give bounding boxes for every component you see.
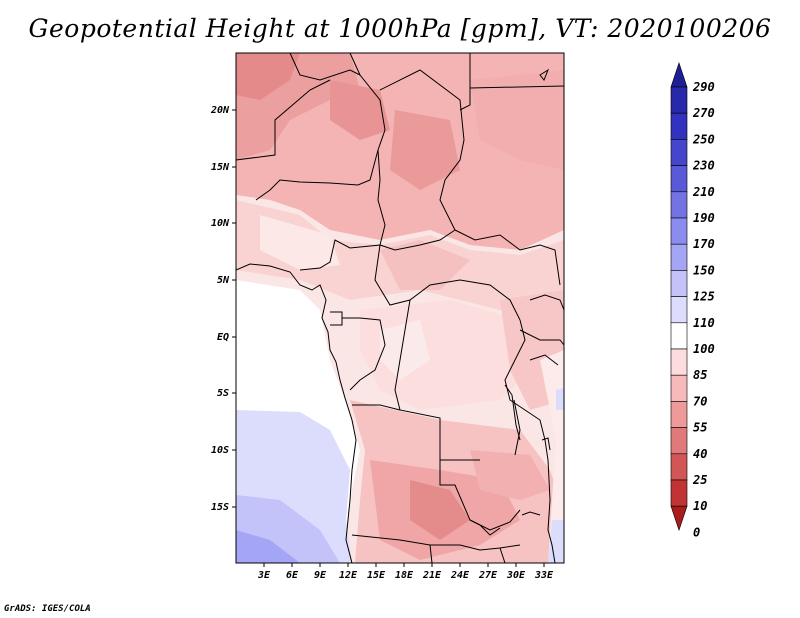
latitude-axis: 20N 15N 10N 5N EQ 5S 10S 15S — [210, 105, 236, 513]
lat-label: 15S — [211, 502, 229, 513]
colorbar-label: 190 — [693, 211, 715, 225]
colorbar-swatch — [670, 217, 688, 245]
colorbar-label: 70 — [693, 394, 707, 408]
lon-label: 21E — [422, 570, 442, 581]
colorbar-label: 10 — [693, 499, 707, 513]
lat-label: 10N — [211, 218, 230, 229]
lat-label: 5S — [217, 388, 229, 399]
map-borders — [236, 53, 564, 563]
colorbar-swatch — [670, 112, 688, 140]
colorbar-label: 150 — [693, 263, 715, 277]
lon-label: 12E — [339, 570, 358, 581]
lon-label: 9E — [314, 570, 327, 581]
colorbar-swatch — [670, 270, 688, 297]
lat-label: EQ — [217, 332, 229, 343]
lon-label: 3E — [257, 570, 271, 581]
colorbar-label: 25 — [692, 473, 707, 487]
lon-label: 27E — [478, 570, 498, 581]
colorbar-label: 100 — [693, 342, 715, 356]
colorbar-label: 55 — [693, 421, 707, 435]
longitude-axis: 3E 6E 9E 12E 15E 18E 21E 24E 27E 30E 33E — [257, 563, 554, 581]
colorbar-label: 210 — [692, 185, 715, 199]
colorbar-label: 230 — [692, 159, 715, 173]
colorbar-label: 170 — [693, 237, 715, 251]
colorbar-label: 0 — [693, 525, 700, 539]
chart-title: Geopotential Height at 1000hPa [gpm], VT… — [28, 14, 772, 43]
footer-credit: GrADS: IGES/COLA — [4, 604, 91, 614]
colorbar-swatch — [670, 165, 688, 193]
colorbar-swatch — [670, 86, 688, 114]
colorbar-label: 270 — [692, 106, 715, 120]
lat-label: 15N — [211, 162, 230, 173]
lon-label: 6E — [286, 570, 299, 581]
colorbar: 2902702502302101901701501251101008570554… — [670, 62, 715, 539]
colorbar-swatch — [670, 322, 688, 350]
lat-label: 5N — [217, 275, 230, 286]
colorbar-swatch — [670, 191, 688, 219]
colorbar-swatch — [670, 139, 688, 166]
colorbar-label: 250 — [692, 132, 715, 146]
colorbar-swatch — [670, 243, 688, 271]
lon-label: 18E — [395, 570, 414, 581]
colorbar-label: 110 — [693, 316, 715, 330]
colorbar-label: 290 — [692, 80, 715, 94]
shaded-field — [236, 53, 564, 563]
lon-label: 15E — [367, 570, 386, 581]
colorbar-swatch — [670, 427, 688, 455]
lat-label: 10S — [211, 445, 229, 456]
colorbar-top-arrow — [670, 62, 688, 88]
colorbar-label: 40 — [693, 447, 707, 461]
lon-label: 24E — [450, 570, 470, 581]
lat-label: 20N — [210, 105, 230, 116]
colorbar-swatch — [670, 374, 688, 402]
colorbar-swatch — [670, 348, 688, 376]
lon-label: 30E — [506, 570, 526, 581]
colorbar-swatch — [670, 401, 688, 428]
map-frame — [235, 52, 565, 564]
colorbar-label: 125 — [693, 290, 715, 304]
colorbar-swatch — [670, 479, 688, 507]
colorbar-bottom-arrow — [670, 505, 688, 532]
lon-label: 33E — [534, 570, 554, 581]
colorbar-swatch — [670, 296, 688, 324]
colorbar-label: 85 — [693, 368, 707, 382]
colorbar-swatch — [670, 453, 688, 481]
